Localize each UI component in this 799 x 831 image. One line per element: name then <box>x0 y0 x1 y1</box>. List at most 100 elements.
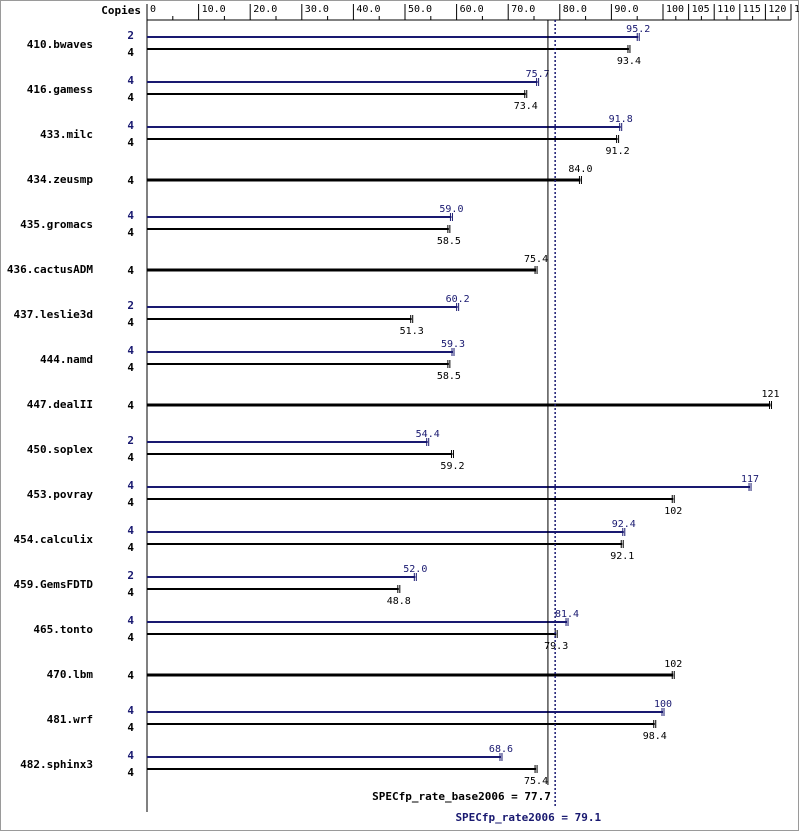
x-tick-label: 10.0 <box>202 4 226 15</box>
copies-count: 4 <box>127 264 134 277</box>
benchmark-name: 447.dealII <box>27 398 93 411</box>
x-tick-label: 60.0 <box>460 4 484 15</box>
benchmark-bars: 410.bwaves 2 4 95.2 93.4 416.gamess 4 4 75.7 73.4… <box>7 24 780 787</box>
peak-value-label: 60.2 <box>446 294 470 305</box>
peak-copies: 4 <box>127 614 134 627</box>
peak-copies: 2 <box>127 29 134 42</box>
base-value-label: 91.2 <box>606 146 630 157</box>
peak-copies: 2 <box>127 569 134 582</box>
base-value-label: 73.4 <box>514 101 538 112</box>
peak-summary-label: SPECfp_rate2006 = 79.1 <box>455 811 601 824</box>
base-copies: 4 <box>127 46 134 59</box>
x-tick-label: 110 <box>717 4 735 15</box>
copies-count: 4 <box>127 669 134 682</box>
peak-value-label: 91.8 <box>609 114 633 125</box>
x-tick-label: 0 <box>150 4 156 15</box>
x-tick-label: 125 <box>794 4 799 15</box>
base-value-label: 75.4 <box>524 776 548 787</box>
peak-value-label: 59.3 <box>441 339 465 350</box>
peak-copies: 4 <box>127 344 134 357</box>
x-tick-label: 80.0 <box>563 4 587 15</box>
benchmark-name: 434.zeusmp <box>27 173 94 186</box>
benchmark-name: 470.lbm <box>47 668 94 681</box>
base-value-label: 58.5 <box>437 371 461 382</box>
x-tick-label: 40.0 <box>356 4 380 15</box>
base-value-label: 58.5 <box>437 236 461 247</box>
peak-value-label: 81.4 <box>555 609 579 620</box>
benchmark-name: 437.leslie3d <box>14 308 93 321</box>
x-tick-label: 115 <box>743 4 761 15</box>
base-copies: 4 <box>127 496 134 509</box>
reference-lines: SPECfp_rate_base2006 = 77.7 SPECfp_rate20… <box>372 20 602 824</box>
benchmark-name: 459.GemsFDTD <box>14 578 94 591</box>
base-copies: 4 <box>127 316 134 329</box>
base-value-label: 93.4 <box>617 56 641 67</box>
peak-value-label: 92.4 <box>612 519 636 530</box>
base-value-label: 48.8 <box>387 596 411 607</box>
peak-copies: 2 <box>127 434 134 447</box>
x-tick-label: 120 <box>768 4 786 15</box>
peak-value-label: 75.7 <box>526 69 550 80</box>
single-value-label: 121 <box>761 389 779 400</box>
base-copies: 4 <box>127 226 134 239</box>
benchmark-name: 433.milc <box>40 128 93 141</box>
benchmark-name: 444.namd <box>40 353 93 366</box>
x-tick-label: 70.0 <box>511 4 535 15</box>
copies-count: 4 <box>127 399 134 412</box>
peak-copies: 4 <box>127 119 134 132</box>
benchmark-name: 416.gamess <box>27 83 93 96</box>
base-value-label: 79.3 <box>544 641 568 652</box>
base-copies: 4 <box>127 541 134 554</box>
peak-value-label: 54.4 <box>416 429 440 440</box>
base-copies: 4 <box>127 136 134 149</box>
single-value-label: 75.4 <box>524 254 548 265</box>
benchmark-name: 436.cactusADM <box>7 263 93 276</box>
benchmark-name: 482.sphinx3 <box>20 758 93 771</box>
benchmark-name: 465.tonto <box>33 623 93 636</box>
base-copies: 4 <box>127 586 134 599</box>
copies-header: Copies <box>101 4 141 17</box>
x-tick-label: 20.0 <box>253 4 277 15</box>
benchmark-name: 481.wrf <box>47 713 93 726</box>
base-value-label: 59.2 <box>440 461 464 472</box>
peak-value-label: 68.6 <box>489 744 513 755</box>
x-tick-label: 30.0 <box>305 4 329 15</box>
peak-value-label: 59.0 <box>439 204 463 215</box>
base-value-label: 102 <box>664 506 682 517</box>
benchmark-name: 453.povray <box>27 488 94 501</box>
base-copies: 4 <box>127 451 134 464</box>
base-value-label: 51.3 <box>400 326 424 337</box>
peak-copies: 4 <box>127 209 134 222</box>
benchmark-name: 454.calculix <box>14 533 94 546</box>
base-value-label: 92.1 <box>610 551 634 562</box>
peak-copies: 4 <box>127 479 134 492</box>
x-tick-label: 100 <box>666 4 684 15</box>
base-value-label: 98.4 <box>643 731 667 742</box>
peak-copies: 2 <box>127 299 134 312</box>
base-copies: 4 <box>127 91 134 104</box>
copies-count: 4 <box>127 174 134 187</box>
benchmark-name: 410.bwaves <box>27 38 93 51</box>
base-copies: 4 <box>127 631 134 644</box>
x-tick-label: 105 <box>692 4 710 15</box>
base-copies: 4 <box>127 361 134 374</box>
x-tick-label: 90.0 <box>614 4 638 15</box>
x-tick-label: 50.0 <box>408 4 432 15</box>
single-value-label: 102 <box>664 659 682 670</box>
single-value-label: 84.0 <box>568 164 592 175</box>
peak-value-label: 100 <box>654 699 672 710</box>
peak-copies: 4 <box>127 74 134 87</box>
peak-value-label: 95.2 <box>626 24 650 35</box>
benchmark-name: 435.gromacs <box>20 218 93 231</box>
peak-copies: 4 <box>127 524 134 537</box>
base-copies: 4 <box>127 766 134 779</box>
peak-value-label: 52.0 <box>403 564 427 575</box>
peak-copies: 4 <box>127 749 134 762</box>
peak-copies: 4 <box>127 704 134 717</box>
peak-value-label: 117 <box>741 474 759 485</box>
benchmark-name: 450.soplex <box>27 443 94 456</box>
base-copies: 4 <box>127 721 134 734</box>
base-summary-label: SPECfp_rate_base2006 = 77.7 <box>372 790 551 803</box>
